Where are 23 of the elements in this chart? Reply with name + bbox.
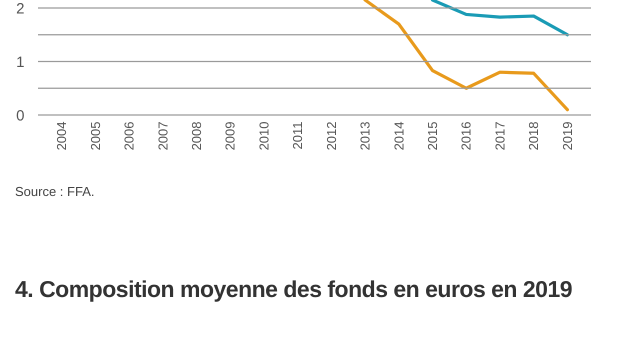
x-tick-label: 2009	[222, 122, 238, 150]
x-tick-label: 2006	[122, 122, 137, 150]
y-tick-label: 2	[16, 0, 24, 18]
text: 4. Composition moyenne des fonds en euros en 2019	[15, 275, 574, 304]
x-tick-label: 2013	[358, 122, 373, 150]
x-tick-label: 2005	[88, 122, 103, 150]
x-tick-label: 2012	[324, 122, 339, 150]
x-tick-label: 2007	[155, 122, 170, 150]
y-tick-label: 1	[16, 54, 24, 72]
x-tick-label: 2014	[391, 122, 406, 150]
line-series	[430, 0, 569, 36]
x-tick-label: 2004	[54, 122, 70, 150]
x-tick-label: 2018	[526, 122, 542, 150]
x-tick-label: 2008	[188, 122, 204, 150]
y-tick-label: 0	[16, 108, 24, 124]
x-tick-label: 2019	[560, 122, 575, 150]
x-tick-label: 2011	[290, 122, 306, 150]
x-tick-label: 2017	[492, 122, 508, 150]
line-series	[363, 0, 569, 112]
x-tick-label: 2010	[256, 122, 272, 150]
x-tick-label: 2015	[425, 122, 440, 150]
x-tick-label: 2016	[458, 122, 474, 150]
source-note: Source : FFA.	[15, 184, 94, 199]
